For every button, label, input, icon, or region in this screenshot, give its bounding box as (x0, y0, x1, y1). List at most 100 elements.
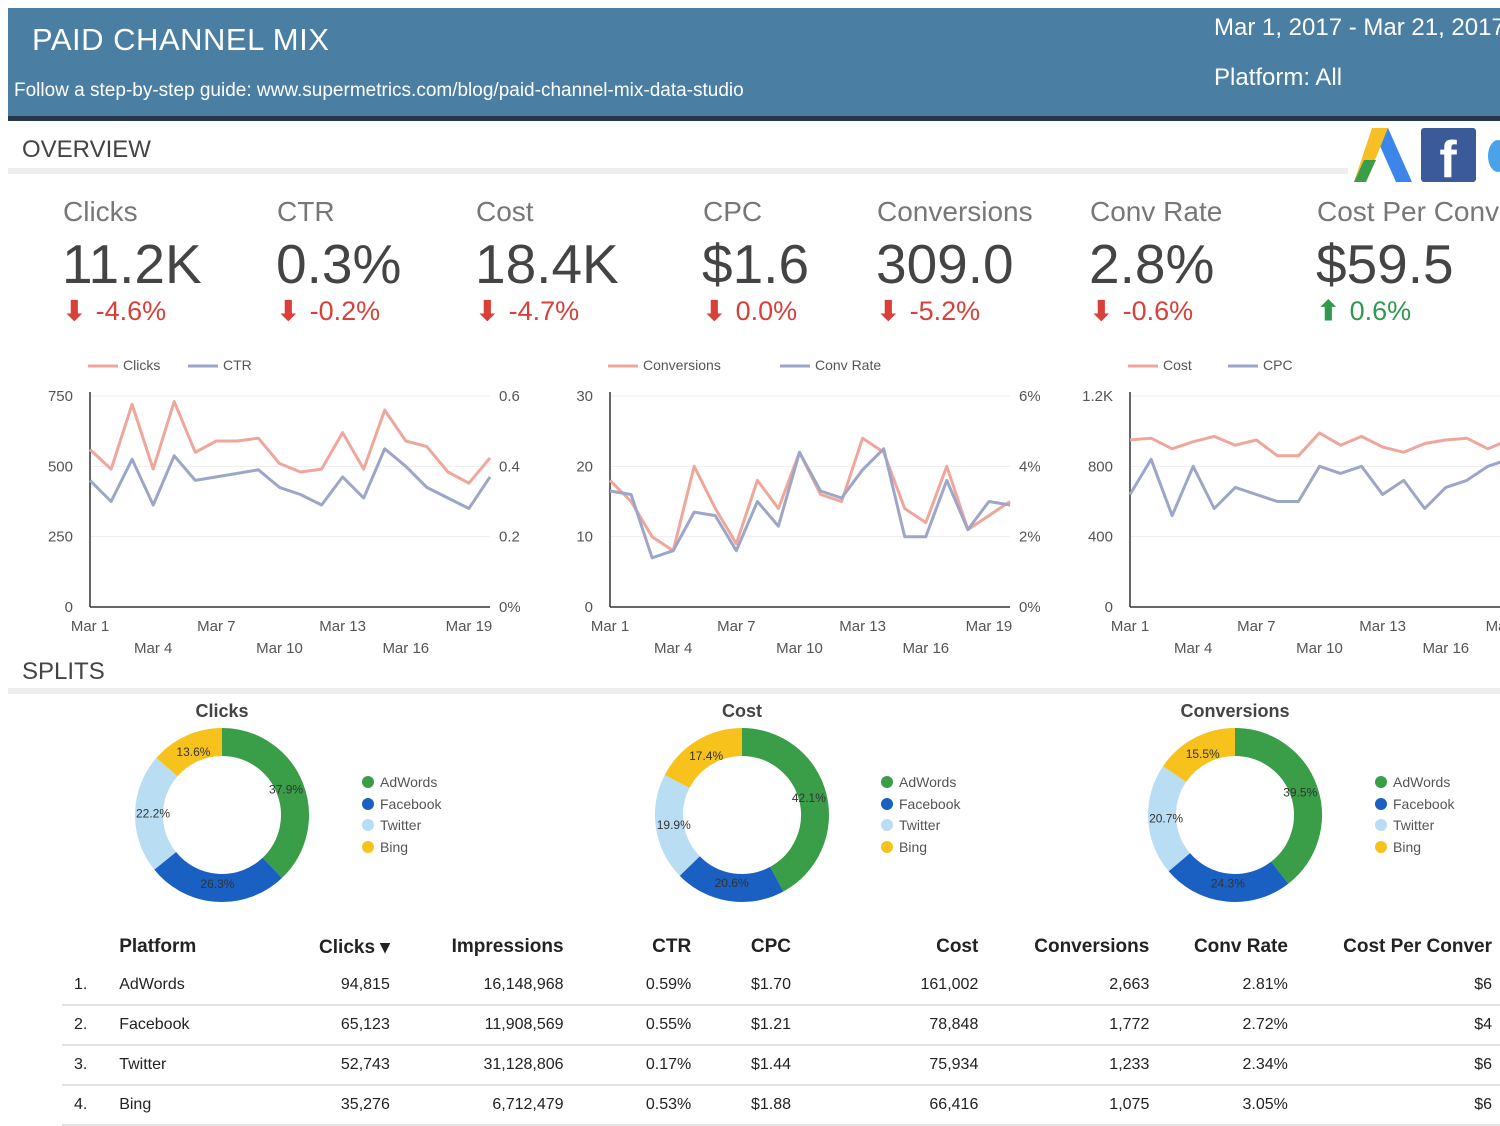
x-tick-label: Mar 7 (197, 618, 235, 635)
y-tick-label: 30 (576, 388, 593, 405)
table-cell-conversions: 1,233 (986, 1045, 1158, 1086)
donut-slice-facebook (679, 855, 784, 902)
table-row[interactable]: 2. Facebook 65,123 11,908,569 0.55% $1.21 78,8… (62, 1005, 1500, 1046)
legend-label: Twitter (899, 817, 941, 833)
legend-label: Clicks (123, 357, 160, 373)
donut-slice-label: 26.3% (200, 877, 234, 891)
donut-slice-label: 39.5% (1283, 786, 1317, 800)
kpi-delta-value: -4.6% (95, 296, 167, 326)
donut-slice-bing (156, 728, 223, 777)
column-header-clicks[interactable]: Clicks ▾ (319, 936, 390, 958)
donut-legend-item[interactable]: Bing (362, 839, 408, 855)
donut-slice-adwords (221, 728, 309, 879)
splits-heading: SPLITS (22, 658, 105, 685)
kpi-delta-value: -5.2% (909, 296, 981, 326)
column-header-cost[interactable]: Cost (936, 936, 979, 957)
donut-legend-item[interactable]: AdWords (362, 774, 437, 790)
x-tick-label: Mar 16 (902, 640, 949, 657)
legend-swatch (362, 840, 374, 853)
x-tick-label: Mar 16 (382, 640, 429, 657)
kpi-label: Conv Rate (1090, 196, 1223, 227)
kpi-delta: ⬇ -0.2% (277, 296, 380, 327)
legend-label: Facebook (1393, 795, 1455, 812)
donut-slice-label: 20.7% (1149, 812, 1183, 826)
y-tick-label: 500 (48, 458, 73, 475)
donut-slice-twitter (135, 757, 178, 870)
column-header-conv-rate[interactable]: Conv Rate (1193, 936, 1288, 957)
series-line-ctr (88, 447, 492, 510)
donut-legend-item[interactable]: AdWords (1375, 774, 1450, 790)
legend-swatch (362, 776, 374, 788)
legend-swatch (362, 819, 374, 831)
table-cell-cost: 78,848 (799, 1005, 987, 1046)
column-header-impressions[interactable]: Impressions (451, 936, 564, 957)
table-row[interactable]: 4. Bing 35,276 6,712,479 0.53% $1.88 66,416 1,0… (62, 1085, 1500, 1126)
kpi-value: 18.4K (475, 233, 619, 295)
kpi-delta-value: 0.0% (735, 296, 798, 326)
overview-heading: OVERVIEW (22, 136, 151, 163)
table-cell-cpc: $1.21 (699, 1005, 800, 1046)
arrow-down-icon: ⬇ (476, 296, 499, 326)
legend-swatch (362, 797, 374, 810)
y-tick-label: 750 (48, 388, 73, 405)
table-cell-impressions: 11,908,569 (397, 1005, 572, 1046)
table-cell-impressions: 31,128,806 (397, 1045, 572, 1086)
table-cell-ctr: 0.17% (571, 1045, 700, 1086)
x-tick-label: Mar 4 (134, 640, 172, 657)
donut-legend-item[interactable]: Twitter (881, 817, 940, 833)
x-tick-label: Mar 10 (256, 640, 303, 657)
legend-swatch (881, 776, 893, 788)
kpi-label: CTR (277, 196, 335, 227)
donut-slice-label: 22.2% (136, 807, 170, 821)
column-header-cost-per-conversion[interactable]: Cost Per Conver (1343, 936, 1492, 957)
x-tick-label: Mar 4 (1174, 640, 1212, 657)
donut-slice-label: 20.6% (715, 876, 749, 890)
y-right-tick-label: 0% (499, 599, 520, 616)
y-tick-label: 250 (48, 529, 73, 546)
table-cell-cpa: $6 (1295, 966, 1500, 1006)
legend-label: AdWords (899, 774, 957, 790)
x-tick-label: Mar 7 (1237, 618, 1275, 635)
legend-label: Bing (380, 838, 409, 855)
column-header-conversions[interactable]: Conversions (1034, 936, 1150, 957)
kpi-delta: ⬇ -4.7% (476, 296, 579, 327)
donut-chart-conversions: Conversions 39.5% 24.3% 20.7% 15.5% (1148, 701, 1322, 902)
donut-legend-item[interactable]: Twitter (1375, 817, 1434, 833)
table-cell-ctr: 0.59% (571, 966, 700, 1006)
y-right-tick-label: 4% (1019, 458, 1040, 475)
x-tick-label: Mar 1 (71, 618, 109, 635)
y-tick-label: 0 (1105, 599, 1113, 616)
platform-filter[interactable]: Platform: All (1214, 64, 1343, 91)
donut-legend-item[interactable]: Bing (1375, 839, 1421, 855)
kpi-label: Cost Per Conve (1317, 196, 1500, 227)
legend-label: Conv Rate (815, 357, 881, 373)
donut-legend-item[interactable]: Bing (881, 839, 927, 855)
donut-legend-item[interactable]: Facebook (362, 796, 441, 812)
x-tick-label: Mar 16 (1486, 618, 1500, 635)
column-header-cpc[interactable]: CPC (750, 936, 792, 957)
donut-legend-item[interactable]: Facebook (1375, 796, 1454, 812)
kpi-delta: ⬇ -0.6% (1090, 296, 1193, 327)
column-header-ctr[interactable]: CTR (652, 936, 692, 957)
legend-label: Conversions (643, 357, 721, 373)
donut-legend-item[interactable]: Twitter (362, 817, 421, 833)
x-tick-label: Mar 19 (966, 618, 1013, 635)
column-header-platform[interactable]: Platform (119, 936, 197, 957)
legend-swatch (1375, 776, 1387, 788)
table-cell-cpa: $6 (1295, 1045, 1500, 1086)
x-tick-label: Mar 10 (1296, 640, 1343, 657)
facebook-logo: f (1421, 128, 1476, 182)
donut-legend-item[interactable]: AdWords (881, 774, 956, 790)
donut-slice-label: 15.5% (1186, 747, 1220, 761)
table-cell-cost: 161,002 (799, 966, 987, 1006)
donut-slice-bing (664, 728, 743, 789)
kpi-label: CPC (703, 196, 763, 227)
donut-slice-label: 42.1% (792, 791, 826, 805)
table-row[interactable]: 3. Twitter 52,743 31,128,806 0.17% $1.44 75,93… (62, 1045, 1500, 1086)
donut-legend-item[interactable]: Facebook (881, 796, 960, 812)
table-cell-platform: Facebook (111, 1005, 265, 1046)
guide-link[interactable]: Follow a step-by-step guide: www.superme… (14, 80, 744, 101)
table-row[interactable]: 1. AdWords 94,815 16,148,968 0.59% $1.70 161,0… (62, 966, 1500, 1006)
donut-slice-label: 37.9% (269, 782, 303, 796)
date-range-control[interactable]: Mar 1, 2017 - Mar 21, 2017 (1214, 14, 1500, 41)
